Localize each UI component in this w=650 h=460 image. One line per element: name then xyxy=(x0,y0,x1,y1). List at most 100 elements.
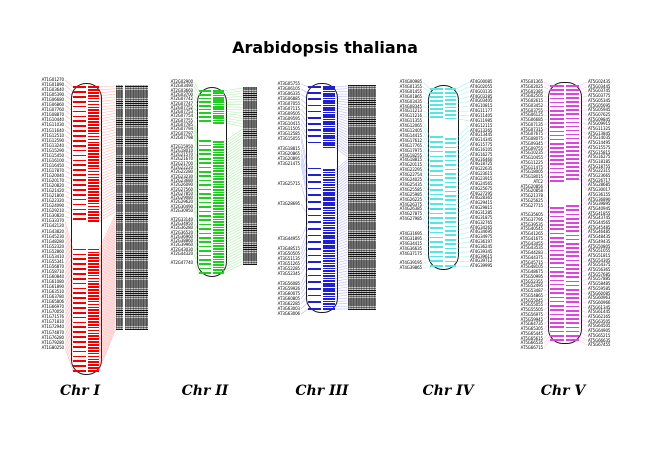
gene-label: AT5G05695 xyxy=(588,102,611,108)
chromosome-band xyxy=(430,231,443,234)
chromosome-band xyxy=(444,199,456,201)
gene-label: AT1G60840 xyxy=(41,273,64,279)
gene-label: AT5G09845 xyxy=(588,116,611,122)
chromosome-band xyxy=(444,225,456,228)
gene-label: AT5G05945 xyxy=(588,107,611,113)
gene-label: AT2G34950 xyxy=(170,220,193,226)
gene-label: AT5G43535 xyxy=(520,245,543,251)
gene-label: AT4G22295 xyxy=(399,167,422,173)
chromosome-band xyxy=(308,308,321,310)
chromosome-band xyxy=(199,108,211,111)
gene-label: AT4G11216 xyxy=(399,113,422,119)
gene-label: AT1G45230 xyxy=(41,233,64,239)
chromosome-band xyxy=(87,124,99,126)
chromosome-band xyxy=(87,211,99,214)
chromosome-band xyxy=(213,218,224,221)
chromosome-band xyxy=(87,170,99,173)
chromosome-band xyxy=(550,270,564,273)
chromosome-band xyxy=(323,262,335,265)
chromosome-band xyxy=(87,191,99,193)
chromosome-band xyxy=(73,188,86,191)
gene-label: AT4G16275 xyxy=(470,151,493,157)
chromosome-band xyxy=(566,322,579,325)
chromosome-band xyxy=(87,364,99,367)
chromosome-band xyxy=(87,286,99,288)
gene-label: AT5G49435 xyxy=(588,238,611,244)
gene-label: AT1G24090 xyxy=(41,203,64,209)
chromosome-band xyxy=(323,135,335,137)
chromosome-band xyxy=(87,323,99,326)
chromosome-band xyxy=(566,288,579,291)
chromosome-band xyxy=(87,248,99,251)
chromosome-band xyxy=(199,188,211,191)
chromosome-band xyxy=(199,171,211,173)
chromosome-band xyxy=(323,137,335,140)
chromosome-band xyxy=(323,141,335,144)
chromosome-band xyxy=(199,157,211,160)
chromosome-band xyxy=(323,86,335,88)
chromosome-band xyxy=(87,355,99,358)
chromosome-band xyxy=(550,207,564,209)
chromosome-band xyxy=(213,154,224,156)
gene-label: AT1G30820 xyxy=(41,213,64,219)
chromosome-band xyxy=(430,136,443,139)
chromosome-band xyxy=(308,207,321,210)
chromosome-band xyxy=(566,309,579,312)
chromosome-band xyxy=(199,184,211,186)
gene-label: AT5G09755 xyxy=(520,145,543,151)
chromosome-band xyxy=(87,94,99,97)
chromosome-band xyxy=(213,110,224,113)
chromosome-band xyxy=(308,174,321,177)
gene-label: AT5G15575 xyxy=(588,144,611,150)
chromosome-band xyxy=(87,199,99,202)
chromosome-band xyxy=(213,248,224,250)
gene-label: AT4G34975 xyxy=(470,234,493,240)
chromosome-band xyxy=(199,258,211,261)
gene-label: AT3G06885 xyxy=(277,96,300,101)
gene-label: AT4G13445 xyxy=(470,132,493,138)
chromosome-band xyxy=(430,150,443,153)
gene-label: AT4G26225 xyxy=(399,196,422,202)
chromosome-band xyxy=(566,101,579,104)
chromosome-band xyxy=(199,97,211,100)
chromosome-band xyxy=(308,268,321,270)
chromosome-band xyxy=(323,287,335,290)
chromosome-band xyxy=(87,352,99,355)
gene-label: AT4G16460 xyxy=(470,156,493,162)
chromosome-band xyxy=(566,293,579,295)
chromosome-band xyxy=(213,226,224,229)
chromosome-band xyxy=(323,308,335,310)
chromosome-band xyxy=(73,105,86,108)
chromosome-band xyxy=(323,247,335,250)
gene-label: AT4G03285 xyxy=(470,93,493,99)
chromosome-band xyxy=(550,334,564,337)
chromosome-band xyxy=(323,212,335,214)
chromosome-band xyxy=(308,110,321,113)
chromosome-band xyxy=(87,349,99,352)
chromosome-band xyxy=(430,92,443,94)
chromosome-band xyxy=(87,176,99,179)
gene-label: AT5G02385 xyxy=(520,88,543,94)
gene-label: AT4G03405 xyxy=(470,98,493,104)
chromosome-band xyxy=(87,344,99,346)
chromosome-band xyxy=(323,232,335,234)
gene-label: AT5G02025 xyxy=(520,83,543,89)
chromosome-band xyxy=(430,165,443,167)
gene-label: AT5G30017 xyxy=(588,187,611,193)
chromosome-band xyxy=(566,259,579,262)
gene-label: AT5G63505 xyxy=(588,318,611,324)
chromosome-band xyxy=(87,318,99,320)
gene-label: AT2G07754 xyxy=(170,113,193,119)
chromosome-band xyxy=(323,300,335,303)
chromosome-band xyxy=(444,234,456,237)
gene-label: AT2G03660 xyxy=(170,87,193,93)
gene-label: AT3G09505 xyxy=(277,111,300,116)
chromosome-band xyxy=(73,159,86,162)
gene-label: AT1G42120 xyxy=(41,223,64,229)
gene-label: AT2G07797 xyxy=(170,130,193,136)
chromosome-band xyxy=(87,188,99,190)
chromosome-band xyxy=(87,118,99,120)
chromosome-band xyxy=(566,305,579,308)
chromosome-band xyxy=(87,109,99,112)
chromosome-band xyxy=(308,234,321,237)
